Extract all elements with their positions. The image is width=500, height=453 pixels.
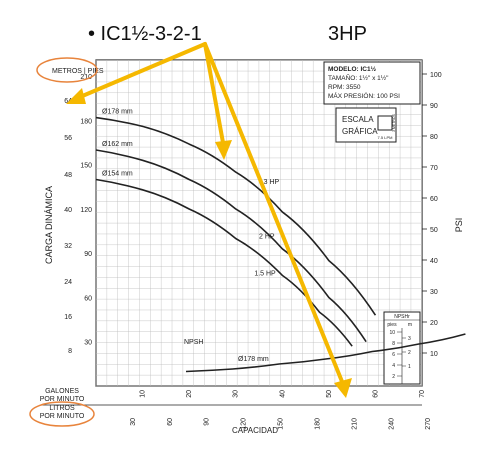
npsh-pies-tick: 8: [392, 341, 395, 347]
y-psi-tick-label: 90: [430, 103, 438, 110]
escala-line-2: GRÁFICA: [342, 127, 378, 136]
arrow-to-flow: [203, 42, 345, 386]
npsh-pies-tick: 2: [392, 374, 395, 380]
y-psi-tick-label: 60: [430, 196, 438, 203]
x-axis-label: CAPACIDAD: [232, 426, 278, 435]
y-axis-label: CARGA DINÁMICA: [44, 186, 54, 264]
curve-label-4: Ø178 mm: [238, 356, 269, 363]
info-rpm: RPM: 3550: [328, 84, 361, 91]
curve-labels: 3 HP 2 HP 1.5 HP NPSH Ø178 mm: [184, 179, 280, 363]
arrow-to-3hp: [203, 42, 226, 150]
npsh-pies-tick: 10: [389, 330, 395, 336]
x-lpm-tick-label: 30: [130, 418, 137, 426]
y-psi-tick-label: 40: [430, 258, 438, 265]
y-meters-tick-label: 64: [64, 98, 72, 105]
y-meters-tick-label: 48: [64, 172, 72, 179]
y-meters-tick-label: 8: [68, 348, 72, 355]
x-gpm-tick-label: 20: [186, 390, 193, 398]
series-name-2: Ø154 mm: [102, 170, 133, 177]
curve-label-1: 2 HP: [259, 233, 275, 240]
arrow-to-head: [78, 42, 207, 99]
litros-label-2: POR MINUTO: [40, 413, 85, 420]
x-lpm-tick-label: 180: [314, 418, 321, 430]
escala-bottom: 7.5 LPM: [378, 135, 393, 140]
x-gpm-tick-label: 50: [326, 390, 333, 398]
y-psi-tick-label: 80: [430, 134, 438, 141]
circle-metros-pies: [36, 57, 98, 83]
x-gpm-tick-label: 70: [419, 390, 426, 398]
npsh-m-tick: 1: [408, 364, 411, 370]
y-feet-tick-label: 210: [80, 74, 92, 81]
series-line-0: [95, 116, 377, 316]
info-box: MODELO: IC1½ TAMAÑO: 1½" x 1½" RPM: 3550…: [323, 61, 421, 105]
y-meters-tick-label: 56: [64, 135, 72, 142]
x-lpm-tick-label: 270: [425, 418, 432, 430]
y-psi-tick-label: 20: [430, 320, 438, 327]
y2-axis-label: PSI: [454, 218, 464, 233]
escala-line-1: ESCALA: [342, 115, 374, 124]
metros-pies-label: METROS | PIES: [52, 68, 104, 75]
series-name-0: Ø178 mm: [102, 109, 133, 116]
x-lpm-tick-label: 90: [204, 418, 211, 426]
x-lpm-tick-label: 60: [167, 418, 174, 426]
npsh-pies-tick: 6: [392, 352, 395, 358]
litros-label-1: LITROS: [49, 405, 75, 412]
headline-hp: 3HP: [328, 23, 367, 45]
y-psi-tick-label: 50: [430, 227, 438, 234]
info-modelo: MODELO: IC1½: [328, 65, 377, 73]
x-ticks: 10 20 30 40 50 60 70 30 60 90 120 150 180 210 240 270: [40, 390, 432, 430]
y-feet-tick-label: 30: [84, 340, 92, 347]
y-feet-tick-label: 60: [84, 295, 92, 302]
y-psi-tick-label: 30: [430, 289, 438, 296]
x-gpm-tick-label: 10: [140, 390, 147, 398]
headline-model: • IC1½-3-2-1: [88, 23, 202, 45]
info-tamano: TAMAÑO: 1½" x 1½": [328, 73, 389, 82]
escala-box: ESCALA GRÁFICA 3 METROS 7.5 LPM: [335, 107, 397, 143]
x-lpm-tick-label: 210: [351, 418, 358, 430]
series-line-1: [95, 149, 367, 343]
y-meters-tick-label: 16: [64, 314, 72, 321]
series-name-1: Ø162 mm: [102, 141, 133, 148]
y-feet-tick-label: 120: [80, 207, 92, 214]
y-feet-tick-label: 180: [80, 118, 92, 125]
npsh-m-tick: 2: [408, 350, 411, 356]
x-gpm-tick-label: 30: [233, 390, 240, 398]
npsh-box-title: NPSHr: [394, 314, 410, 320]
y-ticks: 6456484032241682101801501209060301009080…: [64, 72, 442, 358]
x-lpm-tick-label: 120: [241, 418, 248, 430]
npsh-col-pies: pies: [387, 322, 397, 328]
annotation-arrows: [66, 42, 352, 398]
y-psi-tick-label: 100: [430, 72, 442, 79]
arrow-head-head: [66, 88, 86, 104]
series-line-2: [95, 178, 353, 347]
y-feet-tick-label: 150: [80, 163, 92, 170]
x-gpm-tick-label: 60: [372, 390, 379, 398]
escala-side: 3 METROS: [392, 113, 396, 132]
arrow-head-3hp: [215, 140, 232, 160]
y-meters-tick-label: 40: [64, 207, 72, 214]
x-lpm-tick-label: 150: [278, 418, 285, 430]
npsh-pies-tick: 4: [392, 363, 395, 369]
x-gpm-tick-label: 40: [279, 390, 286, 398]
npsh-m-tick: 3: [408, 336, 411, 342]
npsh-col-m: m: [408, 322, 412, 328]
y-feet-tick-label: 90: [84, 251, 92, 258]
arrow-head-flow: [334, 378, 352, 398]
curve-label-3: NPSH: [184, 339, 203, 346]
y-meters-tick-label: 24: [64, 279, 72, 286]
curve-label-2: 1.5 HP: [254, 270, 276, 277]
series-line-3: [185, 333, 466, 373]
x-lpm-tick-label: 240: [388, 418, 395, 430]
galones-label-2: POR MINUTO: [40, 396, 85, 403]
curve-label-0: 3 HP: [264, 179, 280, 186]
circle-litros: [29, 401, 95, 427]
curves: Ø178 mm Ø162 mm Ø154 mm: [95, 109, 466, 373]
y-psi-tick-label: 10: [430, 351, 438, 358]
y-meters-tick-label: 32: [64, 243, 72, 250]
info-presion: MÁX PRESIÓN: 100 PSI: [328, 91, 400, 100]
galones-label-1: GALONES: [45, 388, 79, 395]
y-psi-tick-label: 70: [430, 165, 438, 172]
